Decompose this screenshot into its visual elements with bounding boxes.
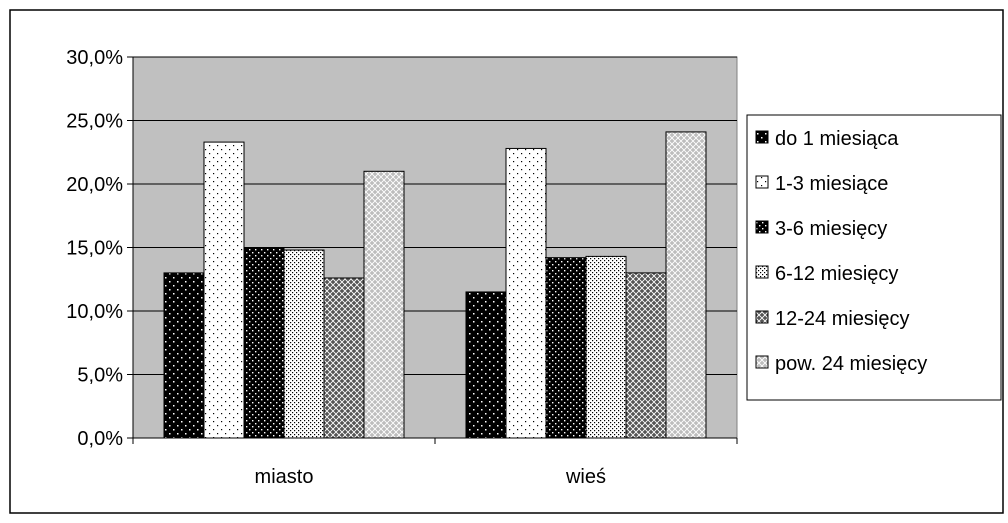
bar <box>203 141 245 439</box>
y-tick-label: 30,0% <box>66 47 123 69</box>
bar <box>505 147 547 439</box>
bar <box>323 277 365 439</box>
y-tick-label: 10,0% <box>66 301 123 323</box>
bar <box>585 255 627 439</box>
legend-label: 3-6 miesięcy <box>775 218 887 240</box>
legend-swatch <box>755 130 769 144</box>
bar <box>465 291 507 439</box>
y-tick-label: 20,0% <box>66 174 123 196</box>
bar <box>163 272 205 439</box>
bar <box>243 247 285 439</box>
bar <box>283 249 325 439</box>
legend-label: 6-12 miesięcy <box>775 263 898 285</box>
y-tick-label: 5,0% <box>77 365 123 387</box>
y-tick-label: 25,0% <box>66 111 123 133</box>
legend-swatch <box>755 265 769 279</box>
legend-swatch <box>755 175 769 189</box>
legend-label: 1-3 miesiące <box>775 173 888 195</box>
x-tick-label: wieś <box>565 466 606 488</box>
legend-label: 12-24 miesięcy <box>775 308 910 330</box>
legend-swatch <box>755 310 769 324</box>
legend-label: do 1 miesiąca <box>775 128 899 150</box>
legend-box <box>746 114 1002 401</box>
y-tick-label: 0,0% <box>77 428 123 450</box>
bar <box>625 272 667 439</box>
legend-label: pow. 24 miesięcy <box>775 353 927 375</box>
x-tick-label: miasto <box>255 466 314 488</box>
legend-swatch <box>755 355 769 369</box>
legend-swatch <box>755 220 769 234</box>
bar <box>363 170 405 439</box>
y-tick-label: 15,0% <box>66 238 123 260</box>
bar <box>665 131 707 439</box>
bar <box>545 257 587 439</box>
